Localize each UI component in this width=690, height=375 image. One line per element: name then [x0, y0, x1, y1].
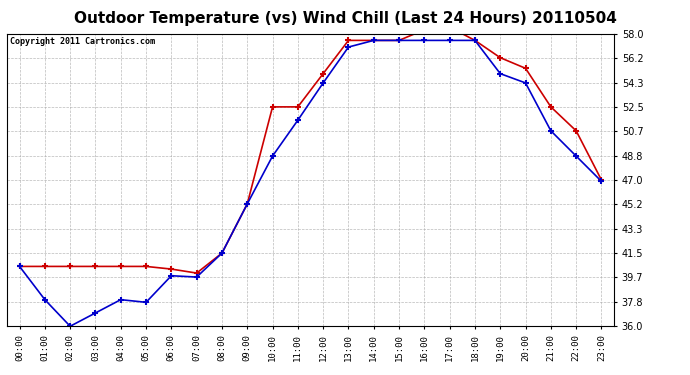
Text: Outdoor Temperature (vs) Wind Chill (Last 24 Hours) 20110504: Outdoor Temperature (vs) Wind Chill (Las…: [74, 11, 616, 26]
Text: Copyright 2011 Cartronics.com: Copyright 2011 Cartronics.com: [10, 37, 155, 46]
